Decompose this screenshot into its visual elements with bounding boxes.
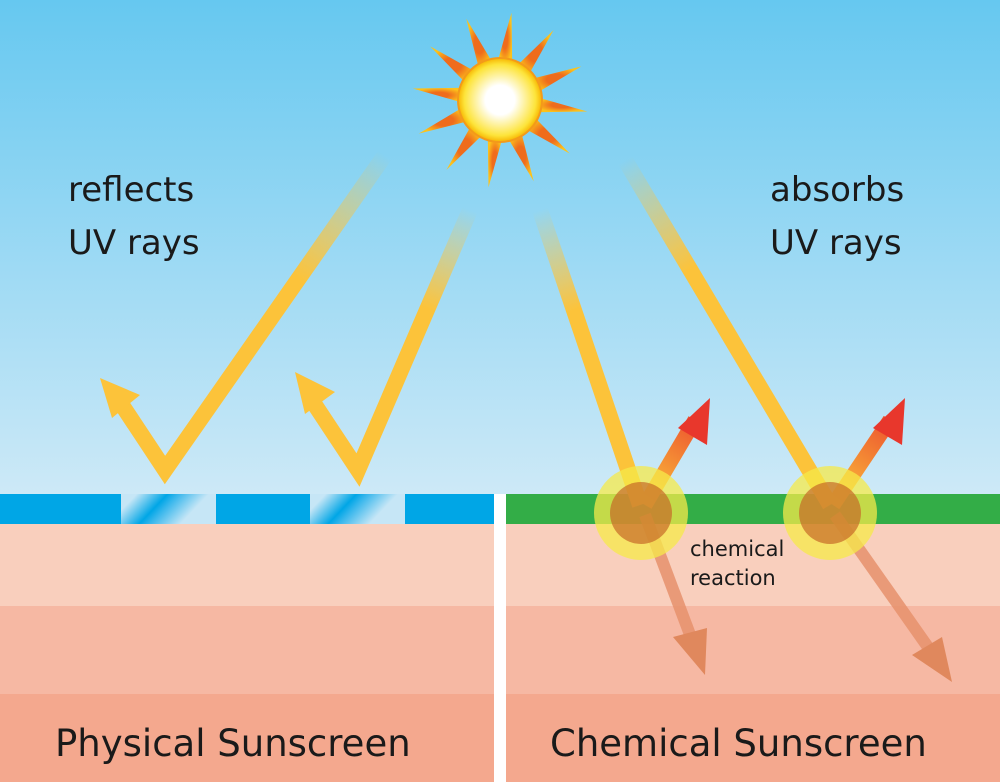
- absorbs-caption: absorbs UV rays: [770, 170, 904, 264]
- sun-ray-spike: [418, 107, 469, 134]
- sun-ray-spike: [497, 12, 513, 65]
- absorbs-caption-line2: UV rays: [770, 222, 902, 263]
- sun-ray-spike: [446, 125, 484, 170]
- physical-sunscreen-title: Physical Sunscreen: [55, 722, 411, 765]
- physical-sunscreen-layer: [0, 494, 494, 524]
- reaction-circle-1: [594, 466, 688, 560]
- sun-ray-spike: [531, 66, 582, 93]
- reflected-uv-ray-1: [100, 150, 392, 485]
- sun-icon: [412, 12, 588, 188]
- absorbs-caption-line1: absorbs: [770, 170, 905, 210]
- sun-ray-spike: [525, 116, 570, 154]
- sun-ray-spike: [507, 131, 534, 182]
- reflects-caption: reflects UV rays: [68, 170, 200, 264]
- reflects-caption-line1: reflects: [68, 170, 195, 210]
- sun-ray-spike: [430, 46, 475, 84]
- reaction-line1: chemical: [690, 537, 785, 561]
- sun-ray-spike: [516, 30, 554, 75]
- reaction-line2: reaction: [690, 566, 776, 590]
- reflects-caption-line2: UV rays: [68, 222, 200, 263]
- sun-ray-spike: [487, 135, 503, 188]
- reaction-circle-2: [783, 466, 877, 560]
- chemical-sunscreen-title: Chemical Sunscreen: [550, 722, 927, 765]
- sun-ray-spike: [412, 87, 465, 103]
- chemical-reaction-label: chemical reaction: [690, 535, 784, 593]
- sun-ray-spike: [535, 97, 588, 113]
- chemical-sunscreen-layer: [506, 494, 1000, 524]
- divider: [494, 494, 506, 782]
- reflected-uv-ray-2: [295, 206, 478, 487]
- sun-ray-spike: [466, 18, 493, 69]
